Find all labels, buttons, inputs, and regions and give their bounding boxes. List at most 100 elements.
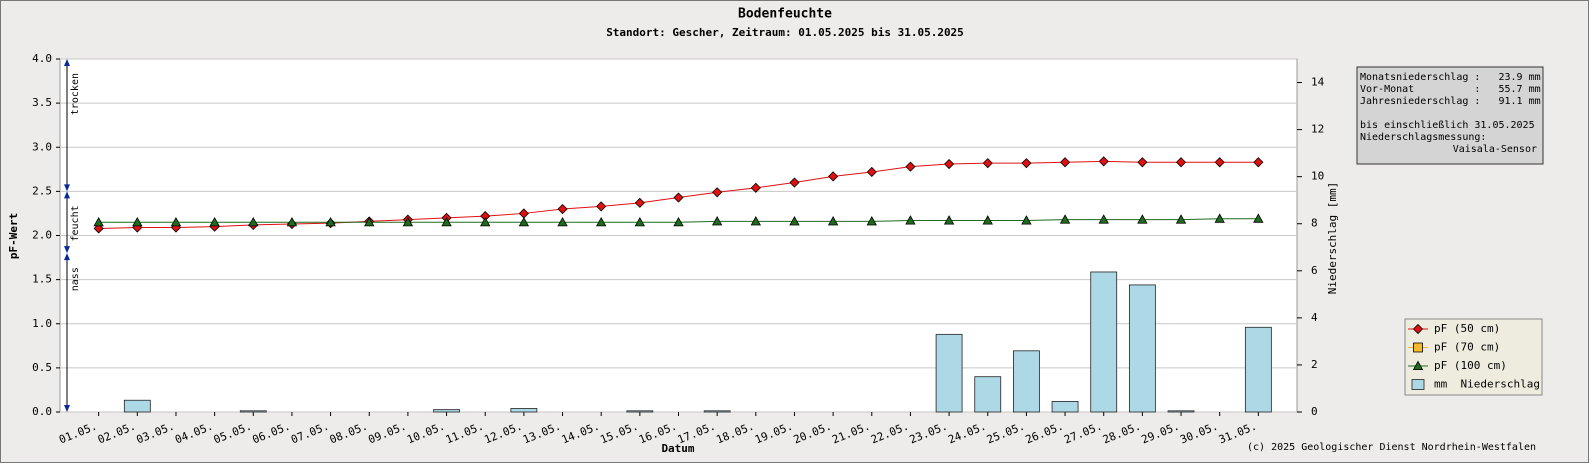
bar: [239, 410, 267, 413]
legend-swatch: [1411, 379, 1425, 390]
info-line: Vor-Monat : 55.7 mm: [1360, 84, 1541, 95]
point: [634, 216, 646, 227]
point: [1175, 157, 1187, 168]
bar: [123, 399, 151, 413]
point: [673, 192, 684, 203]
y2-tick-label: 10: [1311, 170, 1324, 183]
y2-tick-label: 12: [1311, 123, 1324, 136]
y2-axis-label: Niederschlag [mm]: [1326, 182, 1339, 295]
bar: [1013, 350, 1040, 413]
point: [1214, 213, 1225, 223]
y2-tick-label: 6: [1311, 264, 1318, 277]
arrow-head: [64, 405, 70, 412]
y-tick-label: 1.0: [32, 317, 52, 330]
point: [673, 216, 684, 227]
y2-tick-label: 4: [1311, 311, 1318, 324]
zone-label: trocken: [70, 73, 81, 115]
zone-label: feucht: [70, 205, 81, 241]
legend-box: [1404, 318, 1543, 396]
point: [1175, 214, 1187, 224]
point: [325, 216, 336, 227]
y2-tick-label: 0: [1311, 405, 1318, 418]
bar: [1244, 326, 1272, 413]
point: [1137, 157, 1148, 168]
point: [827, 216, 839, 226]
point: [789, 177, 800, 188]
arrow-head: [64, 59, 70, 66]
info-line: Jahresniederschlag : 91.1 mm: [1360, 96, 1541, 107]
bar: [1128, 284, 1156, 413]
info-box: [1356, 66, 1544, 165]
arrow-head: [64, 253, 70, 261]
legend-label: pF (100 cm): [1434, 359, 1507, 372]
chart-subtitle: Standort: Gescher, Zeitraum: 01.05.2025 …: [606, 26, 964, 39]
point: [905, 161, 916, 172]
point: [828, 171, 839, 182]
point: [944, 158, 955, 170]
y-tick-label: 3.5: [32, 96, 52, 109]
legend-label: mm Niederschlag: [1434, 378, 1540, 391]
point: [905, 215, 916, 225]
bar: [1051, 401, 1079, 413]
arrow-head: [64, 246, 70, 254]
legend-marker: [1412, 360, 1424, 371]
bar: [935, 333, 963, 413]
point: [789, 216, 800, 226]
chart-title: Bodenfeuchte: [738, 7, 832, 22]
bar: [433, 409, 460, 413]
y2-tick-label: 14: [1311, 76, 1325, 89]
bar: [703, 410, 731, 413]
point: [750, 216, 761, 226]
credit: (c) 2025 Geologischer Dienst Nordrhein-W…: [1247, 442, 1536, 453]
y-tick-label: 2.5: [32, 184, 52, 197]
point: [170, 216, 182, 227]
point: [1059, 157, 1071, 168]
arrow-head: [64, 191, 70, 199]
point: [750, 182, 761, 193]
info-line: bis einschließlich 31.05.2025: [1360, 120, 1535, 131]
point: [518, 216, 530, 227]
legend-marker: [1412, 323, 1424, 335]
bar: [1090, 271, 1118, 413]
point: [1253, 213, 1264, 223]
legend-marker: [1413, 342, 1423, 353]
point: [132, 216, 143, 227]
legend-label: pF (50 cm): [1434, 322, 1500, 335]
y-tick-label: 4.0: [32, 52, 52, 65]
info-line: Vaisala-Sensor: [1453, 144, 1537, 155]
x-axis-label: Datum: [661, 442, 694, 455]
point: [557, 203, 568, 215]
bar: [510, 408, 538, 413]
point: [866, 166, 877, 178]
point: [1137, 214, 1148, 224]
y2-tick-label: 2: [1311, 358, 1318, 371]
y-tick-label: 3.0: [32, 140, 52, 153]
point: [982, 158, 993, 169]
point: [1021, 215, 1032, 225]
y2-tick-label: 8: [1311, 217, 1318, 230]
point: [1098, 156, 1109, 167]
y-tick-label: 0.5: [32, 361, 52, 374]
bar: [974, 376, 1002, 413]
point: [982, 215, 993, 225]
legend-label: pF (70 cm): [1434, 341, 1500, 354]
y-tick-label: 1.5: [32, 273, 52, 286]
y-tick-label: 2.0: [32, 229, 52, 242]
info-line: Niederschlagsmessung:: [1360, 132, 1486, 143]
point: [286, 216, 298, 227]
point: [596, 216, 607, 227]
y-axis-label: pF-Wert: [7, 213, 20, 259]
point: [441, 216, 452, 227]
point: [209, 216, 220, 227]
point: [712, 187, 723, 198]
y-tick-label: 0.0: [32, 405, 52, 418]
point: [634, 197, 645, 208]
point: [480, 216, 491, 227]
point: [1098, 214, 1109, 224]
point: [364, 216, 375, 227]
point: [943, 215, 955, 225]
point: [557, 216, 568, 227]
point: [1253, 157, 1264, 168]
